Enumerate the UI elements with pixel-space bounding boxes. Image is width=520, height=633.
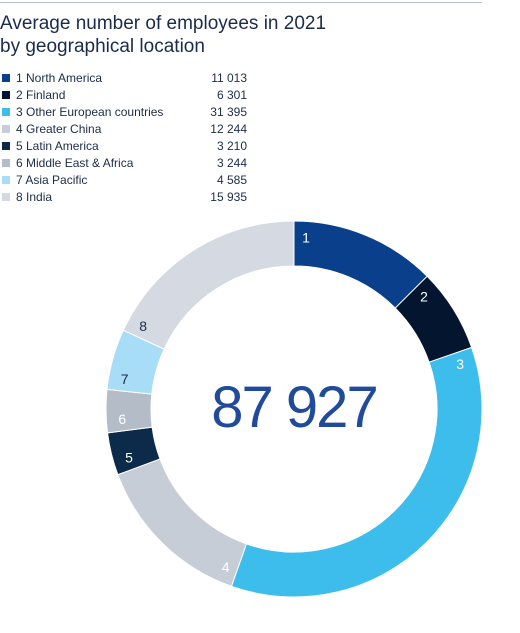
- legend-label: 3 Other European countries: [16, 105, 164, 119]
- legend-value: 4 585: [216, 173, 247, 187]
- chart-title-line-2: by geographical location: [0, 36, 205, 57]
- legend-item-3: 3 Other European countries 31 395: [0, 104, 260, 121]
- donut-slice-label-8: 8: [139, 318, 147, 334]
- legend-value: 12 244: [210, 122, 247, 136]
- donut-slice-label-5: 5: [125, 450, 133, 466]
- donut-slice-8: [122, 220, 295, 350]
- donut-slice-label-1: 1: [302, 229, 310, 245]
- legend-item-7: 7 Asia Pacific 4 585: [0, 172, 260, 189]
- top-divider: [0, 2, 482, 3]
- donut-total-label: 87 927: [211, 375, 376, 440]
- legend-label: 1 North America: [16, 71, 103, 85]
- legend-item-6: 6 Middle East & Africa 3 244: [0, 155, 260, 172]
- donut-slices: [105, 220, 483, 598]
- legend-value: 3 244: [216, 156, 247, 170]
- legend-label: 7 Asia Pacific: [16, 173, 88, 187]
- legend-label: 8 India: [16, 190, 53, 204]
- legend-value: 31 395: [210, 105, 247, 119]
- donut-slice-label-7: 7: [121, 371, 129, 387]
- donut-slice-label-3: 3: [456, 356, 464, 372]
- legend-label: 5 Latin America: [16, 139, 99, 153]
- legend-label: 6 Middle East & Africa: [16, 156, 134, 170]
- legend-item-2: 2 Finland 6 301: [0, 87, 260, 104]
- legend-label: 4 Greater China: [16, 122, 102, 136]
- legend-value: 3 210: [216, 139, 247, 153]
- legend-item-1: 1 North America 11 013: [0, 70, 260, 87]
- donut-slice-label-4: 4: [222, 559, 230, 575]
- legend-value: 15 935: [210, 190, 247, 204]
- legend-item-5: 5 Latin America 3 210: [0, 138, 260, 155]
- legend-item-4: 4 Greater China 12 244: [0, 121, 260, 138]
- donut-slice-1: [293, 220, 428, 309]
- donut-slice-6: [105, 388, 153, 434]
- legend-label: 2 Finland: [16, 88, 66, 102]
- legend-value: 6 301: [216, 88, 247, 102]
- legend-swatch: [2, 74, 10, 82]
- chart-title-line-1: Average number of employees in 2021: [0, 13, 327, 34]
- chart-legend: 1 North America 11 013 2 Finland 6 301 3 Oth…: [0, 70, 260, 206]
- legend-swatch: [2, 142, 10, 150]
- donut-slice-label-6: 6: [118, 411, 126, 427]
- donut-slice-labels: 1 2 3 4 5 6 7 8: [118, 229, 464, 574]
- legend-swatch: [2, 176, 10, 184]
- legend-value: 11 013: [211, 71, 247, 85]
- legend-item-8: 8 India 15 935: [0, 189, 260, 206]
- donut-slice-label-2: 2: [420, 288, 428, 304]
- legend-swatch: [2, 91, 10, 99]
- legend-swatch: [2, 159, 10, 167]
- legend-swatch: [2, 125, 10, 133]
- legend-swatch: [2, 108, 10, 116]
- chart-title: Average number of employees in 2021 by g…: [0, 12, 480, 58]
- legend-swatch: [2, 193, 10, 201]
